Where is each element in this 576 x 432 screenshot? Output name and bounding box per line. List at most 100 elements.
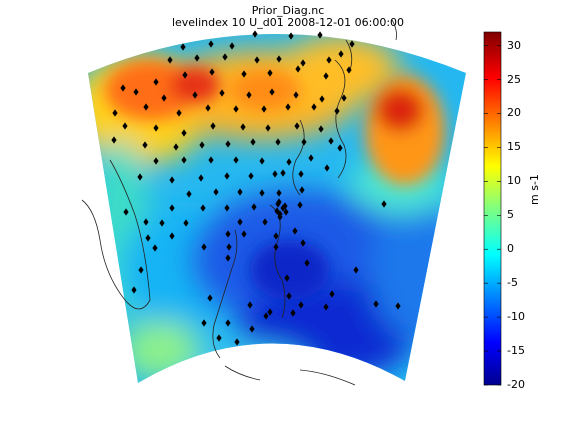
observation-marker <box>181 129 187 137</box>
observation-marker <box>272 170 278 178</box>
observation-marker <box>263 312 269 320</box>
observation-marker <box>142 141 148 149</box>
observation-marker <box>337 144 343 152</box>
colorbar-label: m s-1 <box>528 174 541 205</box>
observation-marker <box>273 232 279 240</box>
observation-marker <box>381 200 387 208</box>
observation-marker <box>234 338 240 346</box>
observation-marker <box>300 59 306 67</box>
observation-marker <box>208 156 214 164</box>
observation-marker <box>200 204 206 212</box>
colorbar-tick-label: -5 <box>507 276 518 290</box>
observation-marker <box>294 122 300 130</box>
observation-marker <box>219 89 225 97</box>
observation-marker <box>225 254 231 262</box>
observation-marker <box>224 172 230 180</box>
observation-marker <box>153 157 159 165</box>
observation-marker <box>285 103 291 111</box>
observation-marker <box>152 244 158 252</box>
observation-marker <box>205 104 211 112</box>
observation-marker <box>304 259 310 267</box>
observation-marker <box>311 103 317 111</box>
observation-marker <box>323 303 329 311</box>
observation-marker <box>210 122 216 130</box>
chart-subtitle: levelindex 10 U_d01 2008-12-01 06:00:00 <box>171 16 405 29</box>
observation-marker <box>153 78 159 86</box>
observation-marker <box>120 84 126 92</box>
colorbar-tick-label: 20 <box>507 106 521 120</box>
observation-marker <box>301 138 307 146</box>
observation-marker <box>276 55 282 63</box>
observation-marker <box>341 94 347 102</box>
observation-marker <box>283 208 289 216</box>
observation-marker <box>112 109 118 117</box>
observation-marker <box>225 140 231 148</box>
observation-marker <box>173 143 179 151</box>
observation-marker <box>122 122 128 130</box>
observation-marker <box>353 266 359 274</box>
observation-marker <box>241 70 247 78</box>
observation-marker <box>138 266 144 274</box>
observation-marker <box>241 230 247 238</box>
colorbar-tick-label: 25 <box>507 72 521 86</box>
observation-marker <box>133 88 139 96</box>
observation-marker <box>201 319 207 327</box>
observation-marker <box>288 32 294 40</box>
observation-marker <box>137 173 143 181</box>
colorbar-tick-label: -20 <box>507 378 525 391</box>
observation-marker <box>167 56 173 64</box>
observation-marker <box>216 334 222 342</box>
observation-marker <box>186 190 192 198</box>
observation-marker <box>233 156 239 164</box>
observation-marker <box>298 170 304 178</box>
colorbar-tick-label: -10 <box>507 310 525 324</box>
colorbar-tick-label: 0 <box>507 242 514 256</box>
observation-marker <box>229 42 235 50</box>
observation-marker <box>169 176 175 184</box>
observation-marker <box>237 188 243 196</box>
colorbar <box>483 31 502 386</box>
observation-marker <box>237 218 243 226</box>
observation-marker <box>259 157 265 165</box>
observation-marker <box>143 103 149 111</box>
observation-marker <box>159 219 165 227</box>
observation-marker <box>225 319 231 327</box>
observation-marker <box>293 91 299 99</box>
observation-marker <box>254 56 260 64</box>
observation-marker <box>249 325 255 333</box>
observation-marker <box>276 189 282 197</box>
observation-marker <box>194 54 200 62</box>
observation-marker <box>282 202 288 210</box>
observation-marker <box>349 40 355 48</box>
observation-marker <box>295 65 301 73</box>
colorbar-tick-label: 5 <box>507 208 514 222</box>
observation-marker <box>373 300 379 308</box>
observation-marker <box>284 274 290 282</box>
observation-marker <box>259 189 265 197</box>
colorbar-tick-label: -15 <box>507 344 525 358</box>
observation-marker <box>251 203 257 211</box>
colorbar-tick-label: 30 <box>507 38 521 52</box>
observation-marker <box>261 105 267 113</box>
observation-marker <box>273 243 279 251</box>
observation-marker <box>308 154 314 162</box>
observation-marker <box>247 301 253 309</box>
observation-marker <box>338 50 344 58</box>
observation-marker <box>111 136 117 144</box>
observation-marker <box>265 124 271 132</box>
observation-marker <box>290 309 296 317</box>
observation-marker <box>275 138 281 146</box>
colorbar-tick-label: 15 <box>507 140 521 154</box>
observation-marker <box>262 218 268 226</box>
observation-marker <box>169 204 175 212</box>
observation-marker <box>274 207 280 215</box>
observation-marker <box>222 53 228 61</box>
observation-marker <box>240 123 246 131</box>
observation-marker <box>334 107 340 115</box>
observation-marker <box>201 243 207 251</box>
observation-marker <box>248 172 254 180</box>
observation-marker <box>328 137 334 145</box>
observation-marker <box>143 218 149 226</box>
